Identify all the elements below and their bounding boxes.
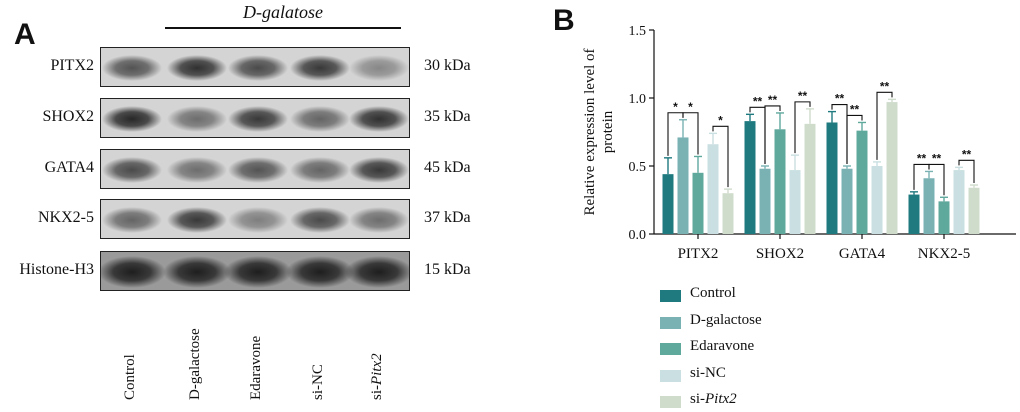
y-tick-label: 1.0	[629, 92, 647, 107]
bar	[774, 129, 786, 234]
bar	[677, 137, 689, 234]
significance-label: **	[962, 147, 972, 161]
blot-row-label: GATA4	[44, 159, 94, 176]
bar	[692, 172, 704, 234]
significance-bracket	[764, 105, 781, 164]
significance-label: **	[932, 151, 942, 165]
significance-bracket	[794, 101, 811, 154]
legend-label: Edaravone	[690, 338, 755, 354]
legend-label: D-galactose	[690, 311, 762, 328]
significance-label: *	[688, 100, 693, 114]
significance-label: **	[850, 102, 860, 116]
significance-bracket	[846, 114, 863, 164]
bar	[662, 174, 674, 234]
blot-row-label: NKX2-5	[38, 209, 94, 226]
bar	[968, 187, 980, 234]
bar	[744, 121, 756, 234]
molecular-weight-label: 15 kDa	[424, 261, 471, 278]
bar	[841, 168, 853, 234]
y-tick-label: 0.5	[629, 160, 647, 175]
bar	[826, 122, 838, 234]
legend-label: si-Pitx2	[690, 391, 737, 407]
group-bracket-line	[165, 27, 401, 29]
x-tick-label: GATA4	[839, 246, 886, 260]
significance-bracket	[682, 112, 699, 155]
y-tick-label: 0.0	[629, 228, 647, 243]
significance-label: **	[835, 92, 845, 106]
x-tick-label: NKX2-5	[918, 246, 971, 260]
lane-label: si-NC	[310, 364, 326, 400]
molecular-weight-label: 30 kDa	[424, 57, 471, 74]
blot-strip	[100, 149, 410, 189]
blot-strip	[100, 98, 410, 138]
lane-label: Control	[122, 354, 138, 400]
x-tick-label: PITX2	[678, 246, 719, 260]
legend-swatch	[660, 343, 681, 355]
blot-row-label: Histone-H3	[19, 261, 94, 278]
blot-row-label: PITX2	[50, 57, 94, 74]
significance-bracket	[876, 91, 893, 160]
blot-strip	[100, 47, 410, 87]
x-tick-label: SHOX2	[756, 246, 804, 260]
legend-label: si-NC	[690, 364, 726, 381]
blot-strip	[100, 251, 410, 291]
bar	[789, 170, 801, 234]
bar	[886, 102, 898, 234]
lane-label: Edaravone	[248, 335, 264, 400]
bar	[707, 144, 719, 234]
legend-swatch	[660, 369, 681, 382]
lane-label: si-Pitx2	[369, 353, 385, 400]
significance-label: **	[768, 93, 778, 107]
blot-row-label: SHOX2	[42, 108, 94, 125]
bar	[938, 201, 950, 234]
panel-b-letter: B	[553, 4, 575, 37]
bar	[871, 166, 883, 234]
bar	[923, 178, 935, 234]
blot-strip	[100, 199, 410, 239]
bar	[908, 194, 920, 234]
lane-label: D-galactose	[187, 328, 203, 400]
significance-label: *	[673, 100, 678, 114]
significance-label: **	[917, 151, 927, 165]
significance-label: **	[880, 79, 890, 93]
bar	[856, 130, 868, 234]
significance-bracket	[958, 159, 975, 184]
significance-bracket	[928, 163, 945, 196]
legend-swatch	[660, 316, 681, 329]
significance-label: **	[753, 94, 763, 108]
significance-bracket	[712, 125, 729, 188]
legend-swatch	[660, 396, 681, 408]
bar	[804, 123, 816, 234]
bar	[953, 170, 965, 234]
molecular-weight-label: 45 kDa	[424, 159, 471, 176]
legend-swatch	[660, 290, 681, 302]
bar	[759, 168, 771, 234]
molecular-weight-label: 37 kDa	[424, 209, 471, 226]
bar-chart: 0.0 0.5 1.0 1.5 Relative expression level of…	[582, 24, 1016, 260]
significance-label: **	[798, 89, 808, 103]
y-tick-label: 1.5	[629, 24, 647, 39]
group-title: D-galatose	[243, 2, 323, 22]
legend-label: Control	[690, 285, 736, 301]
significance-label: *	[718, 113, 723, 127]
y-axis-label: Relative expression level of protein	[582, 48, 616, 215]
molecular-weight-label: 35 kDa	[424, 108, 471, 125]
panel-a-letter: A	[14, 18, 36, 51]
bar	[722, 193, 734, 234]
